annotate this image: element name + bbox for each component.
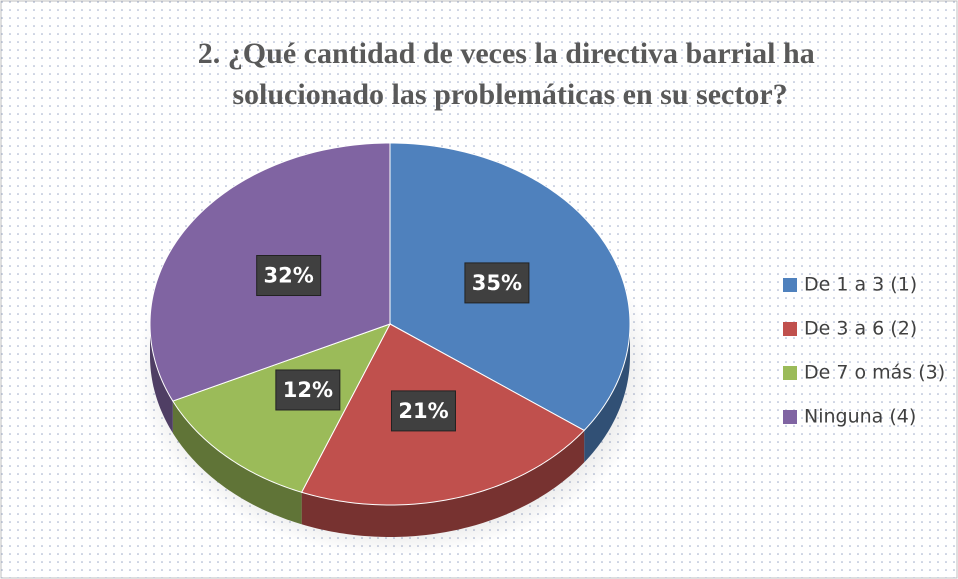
legend-label: Ninguna (4) [804,406,916,428]
pie-side [301,430,585,537]
data-label-box [390,390,456,432]
pie-side [172,401,302,525]
data-label-box [275,369,341,411]
legend-swatch [783,410,797,424]
pie-side [150,324,173,434]
title-line: solucionado las problemáticas en su sect… [232,78,787,111]
title-line: 2. ¿Qué cantidad de veces la directiva b… [198,37,815,70]
chart-title: 2. ¿Qué cantidad de veces la directiva b… [198,37,822,111]
data-label-box [464,262,530,304]
legend-swatch [783,278,797,292]
data-label: 21% [398,399,448,423]
legend-label: De 3 a 6 (2) [804,318,917,340]
legend-swatch [783,366,797,380]
legend-swatch [783,322,797,336]
pie-side [584,324,630,463]
data-label: 12% [283,378,333,402]
data-label: 32% [264,264,314,288]
legend-label: De 1 a 3 (1) [804,274,917,296]
data-label-box [256,255,322,297]
legend-label: De 7 o más (3) [804,362,945,384]
data-label: 35% [472,271,522,295]
